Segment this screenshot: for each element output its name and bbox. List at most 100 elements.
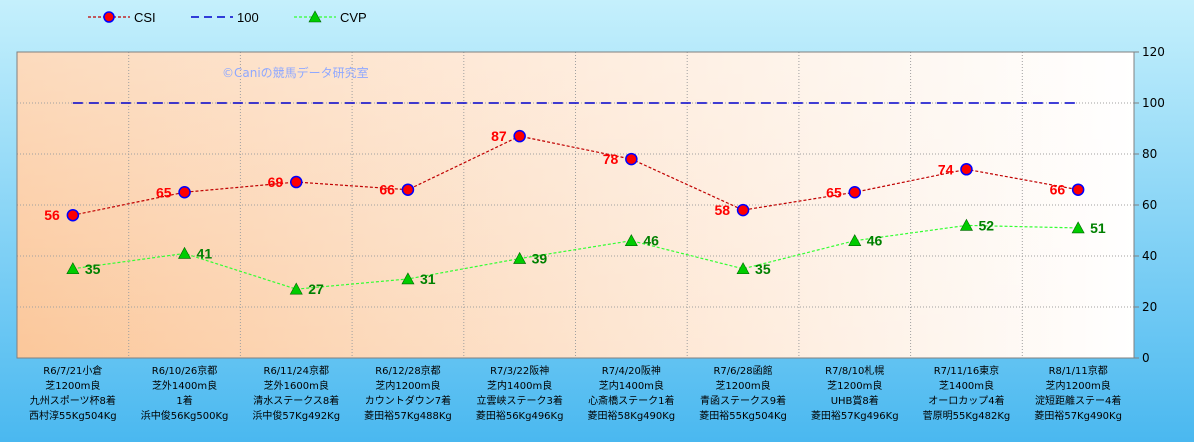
legend: CSI 100 CVP <box>88 10 367 25</box>
data-label-csi: 65 <box>826 184 842 200</box>
category-label: 菱田裕57Kg490Kg <box>1034 409 1122 422</box>
legend-label-csi: CSI <box>134 10 156 25</box>
marker-cvp <box>289 282 303 295</box>
data-label-csi: 66 <box>379 182 395 198</box>
data-label-csi: 66 <box>1050 182 1066 198</box>
category-label: 菱田裕55Kg504Kg <box>699 409 787 422</box>
category-label: 菱田裕58Kg490Kg <box>588 409 676 422</box>
data-label-cvp: 27 <box>308 281 324 297</box>
category-label: 清水ステークス8着 <box>253 394 339 407</box>
data-label-cvp: 51 <box>1090 220 1106 236</box>
marker-csi <box>290 175 303 189</box>
marker-cvp <box>736 262 750 275</box>
category-label: 芝1200m良 <box>45 379 100 392</box>
category-label: 芝1200m良 <box>715 379 770 392</box>
data-label-csi: 74 <box>938 161 954 177</box>
marker-cvp <box>848 234 862 246</box>
data-label-csi: 65 <box>156 184 172 200</box>
data-label-csi: 69 <box>268 174 284 190</box>
y-tick-label: 80 <box>1142 147 1157 161</box>
marker-csi <box>66 208 80 222</box>
category-label: R8/1/11京都 <box>1049 364 1108 377</box>
category-label: 浜中俊56Kg500Kg <box>141 409 229 422</box>
series-layer <box>66 102 1085 295</box>
marker-cvp <box>178 246 192 259</box>
legend-marker-cvp <box>308 10 322 23</box>
category-label: 菱田裕56Kg496Kg <box>476 409 564 422</box>
marker-csi <box>401 183 415 196</box>
data-label-cvp: 46 <box>643 233 659 249</box>
marker-cvp <box>1071 221 1085 234</box>
category-label: R7/8/10札幌 <box>825 364 884 377</box>
legend-marker-csi <box>103 11 115 23</box>
category-label: 1着 <box>176 394 192 407</box>
y-tick-label: 60 <box>1142 198 1157 212</box>
category-label: カウントダウン7着 <box>365 394 451 407</box>
category-label: 九州スポーツ杯8着 <box>30 394 116 407</box>
category-label: R6/7/21小倉 <box>43 364 102 377</box>
data-label-cvp: 52 <box>978 217 994 233</box>
data-label-cvp: 35 <box>85 261 101 277</box>
series-line-csi <box>72 135 1079 216</box>
marker-csi <box>848 186 861 199</box>
legend-label-cvp: CVP <box>340 10 367 25</box>
y-tick-label: 0 <box>1142 351 1150 365</box>
category-label: 菱田裕57Kg488Kg <box>364 409 452 422</box>
legend-label-100: 100 <box>237 10 259 25</box>
marker-cvp <box>513 251 527 264</box>
marker-cvp <box>66 262 80 275</box>
y-tick-label: 120 <box>1142 45 1165 59</box>
y-tick-label: 40 <box>1142 249 1157 263</box>
category-label: R6/12/28京都 <box>375 364 441 377</box>
category-label: R7/3/22阪神 <box>490 364 549 377</box>
marker-cvp <box>624 234 638 246</box>
category-label: R6/11/24京都 <box>264 364 330 377</box>
marker-csi <box>513 129 526 143</box>
category-label: 立雲峡ステーク3着 <box>476 394 562 407</box>
category-label: 芝1400m良 <box>939 379 994 392</box>
category-label: 淀短距離ステー4着 <box>1035 394 1121 407</box>
y-tick-label: 100 <box>1142 96 1165 110</box>
category-label: R6/10/26京都 <box>152 364 218 377</box>
series-line-cvp <box>72 224 1079 290</box>
y-axis: 0 20 40 60 80 100 120 <box>1134 45 1165 365</box>
category-label: オーロカップ4着 <box>928 394 1004 407</box>
data-label-csi: 56 <box>44 207 60 223</box>
category-label: R7/6/28函館 <box>713 364 772 377</box>
category-label: 芝内1200m良 <box>375 379 440 392</box>
marker-csi <box>625 152 638 166</box>
category-label: 菅原明55Kg482Kg <box>923 410 1011 422</box>
data-label-csi: 58 <box>714 202 730 218</box>
watermark-text: ©Caniの競馬データ研究室 <box>222 65 369 80</box>
marker-cvp <box>401 272 415 285</box>
data-label-cvp: 31 <box>420 271 436 287</box>
marker-csi <box>960 163 973 176</box>
category-label: 芝内1400m良 <box>487 379 552 392</box>
marker-csi <box>178 186 191 199</box>
category-label: 芝内1400m良 <box>599 379 664 392</box>
category-label: 芝1200m良 <box>827 379 882 392</box>
category-label: 芝外1600m良 <box>264 379 329 392</box>
data-label-csi: 87 <box>491 128 507 144</box>
data-label-csi: 78 <box>603 151 619 167</box>
category-label: 芝外1400m良 <box>152 379 217 392</box>
category-label: 芝内1200m良 <box>1046 379 1111 392</box>
data-label-cvp: 39 <box>532 251 548 267</box>
data-labels: 56 65 69 66 87 78 58 65 74 66 35 41 27 31 39 46 35 46 52 51 <box>44 128 1106 297</box>
category-label: 青函ステークス9着 <box>700 394 786 407</box>
marker-csi <box>736 203 750 217</box>
marker-csi <box>1071 183 1085 196</box>
category-label: 浜中俊57Kg492Kg <box>252 409 340 422</box>
marker-cvp <box>959 218 973 231</box>
category-label: 菱田裕57Kg496Kg <box>811 409 899 422</box>
y-tick-label: 20 <box>1142 300 1157 314</box>
data-label-cvp: 41 <box>197 245 213 261</box>
data-label-cvp: 35 <box>755 261 771 277</box>
category-label: UHB賞8着 <box>831 394 879 407</box>
category-label: 心斎橋ステーク1着 <box>588 394 674 407</box>
category-label: R7/4/20阪神 <box>602 364 661 377</box>
category-label: R7/11/16東京 <box>934 364 1000 377</box>
